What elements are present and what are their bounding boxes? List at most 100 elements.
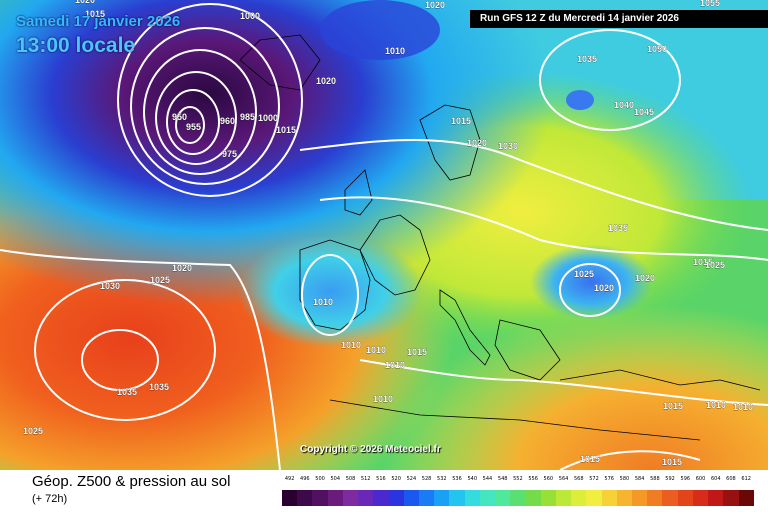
local-time: 13:00 locale [16, 34, 136, 57]
scale-label: 564 [558, 476, 569, 482]
pressure-label: 1030 [100, 281, 120, 291]
pressure-label: 1010 [706, 400, 726, 410]
iberia-coast [299, 239, 371, 331]
scale-swatch [586, 490, 602, 506]
scale-label: 532 [437, 476, 447, 482]
scale-labels: 492 496 500 504 508 512 516 520 524 528 532 536 540 5… [282, 476, 754, 486]
isobars [0, 3, 768, 470]
pressure-label: 985 [240, 112, 255, 122]
pressure-label: 1015 [407, 347, 427, 357]
turkey-coast [559, 369, 761, 391]
pressure-label: 1010 [385, 46, 405, 56]
scale-swatch [647, 490, 663, 506]
scale-swatch [677, 490, 693, 506]
britain-coast [344, 169, 373, 216]
scale-label: 516 [376, 476, 386, 482]
scale-swatch [525, 490, 541, 506]
scale-swatch [738, 490, 754, 506]
scale-swatch [495, 490, 511, 506]
pressure-label: 1035 [577, 54, 597, 64]
italy-coast [439, 289, 491, 366]
scale-swatch [342, 490, 359, 506]
valid-date: Samedi 17 janvier 2026 [16, 13, 181, 30]
scale-label: 600 [695, 476, 706, 482]
pressure-label: 1015 [662, 457, 682, 467]
pressure-label: 1010 [366, 345, 386, 355]
pressure-label: 1000 [240, 11, 260, 21]
scale-swatch [373, 490, 389, 506]
pressure-label: 1010 [313, 297, 333, 307]
scale-label: 568 [573, 476, 584, 482]
field-scandi-blob [566, 90, 594, 110]
pressure-label: 1025 [705, 260, 725, 270]
pressure-label: 1030 [498, 141, 518, 151]
pressure-label: 1050 [647, 44, 667, 54]
scale-label: 512 [360, 476, 371, 482]
scale-label: 504 [330, 476, 341, 482]
pressure-label: 1020 [316, 76, 336, 86]
color-scale: 492 496 500 504 508 512 516 520 524 528 532 536 540 5… [282, 476, 754, 506]
scale-bar [282, 490, 754, 506]
scale-label: 500 [315, 476, 325, 482]
scale-swatch [601, 490, 617, 506]
scale-swatch [418, 490, 435, 506]
isobar-scandi-high [539, 29, 681, 131]
pressure-label: 960 [220, 116, 235, 126]
africa-coast [329, 399, 701, 441]
scale-label: 492 [284, 476, 295, 482]
isobar-north-1 [299, 139, 768, 231]
scale-label: 580 [619, 476, 630, 482]
pressure-label: 1015 [85, 9, 105, 19]
weather-map: 1020 1015 1000 1020 1055 1010 1035 1050 1020 950 9… [0, 0, 768, 470]
isobar-low-5 [130, 27, 280, 185]
scale-label: 548 [497, 476, 508, 482]
pressure-label: 1015 [693, 257, 713, 267]
scandinavia-coast [419, 104, 481, 181]
scale-label: 612 [741, 476, 751, 482]
scale-swatch [571, 490, 587, 506]
pressure-label: 1035 [117, 387, 137, 397]
scale-label: 576 [604, 476, 614, 482]
isobar-low-1 [175, 106, 205, 144]
scale-label: 544 [482, 476, 493, 482]
iceland-coast [239, 34, 321, 91]
isobar-low-2 [166, 89, 220, 155]
scale-swatch [434, 490, 450, 506]
isobar-cutoff [301, 254, 359, 336]
balkans-coast [494, 319, 561, 381]
scale-swatch [692, 490, 709, 506]
isobar-east [559, 263, 621, 317]
scale-swatch [464, 490, 480, 506]
pressure-label: 975 [222, 149, 237, 159]
pressure-label: 1015 [451, 116, 471, 126]
pressure-label: 1020 [172, 263, 192, 273]
pressure-label: 1010 [385, 360, 405, 370]
pressure-label: 1015 [276, 125, 296, 135]
copyright: Copyright © 2026 Meteociel.fr [300, 444, 441, 455]
scale-label: 560 [543, 476, 554, 482]
pressure-label: 1020 [635, 273, 655, 283]
scale-swatch [312, 490, 328, 506]
pressure-label: 1015 [580, 454, 600, 464]
pressure-label: 1020 [75, 0, 95, 5]
pressure-label: 1015 [663, 401, 683, 411]
scale-label: 552 [513, 476, 523, 482]
pressure-label: 1055 [700, 0, 720, 8]
pressure-label: 1045 [634, 107, 654, 117]
scale-swatch [297, 490, 313, 506]
scale-label: 604 [710, 476, 721, 482]
pressure-label: 1020 [594, 283, 614, 293]
coastlines [239, 34, 761, 441]
scale-swatch [388, 490, 404, 506]
pressure-label: 1010 [733, 402, 753, 412]
pressure-label: 1025 [23, 426, 43, 436]
scale-label: 524 [406, 476, 417, 482]
isobar-low-3 [155, 71, 237, 165]
scale-swatch [723, 490, 739, 506]
isobar-north-2 [319, 196, 768, 261]
isobar-high-3 [0, 249, 281, 470]
pressure-label: 1040 [614, 100, 634, 110]
pressure-label: 1020 [467, 138, 487, 148]
isobar-low-6 [117, 3, 303, 197]
